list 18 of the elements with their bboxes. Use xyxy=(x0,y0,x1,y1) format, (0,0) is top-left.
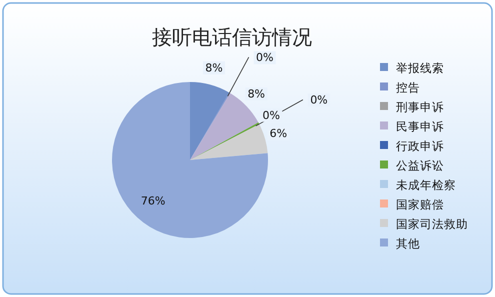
legend-label: 行政申诉 xyxy=(396,139,444,153)
legend-label: 刑事申诉 xyxy=(396,100,444,114)
data-label: 0% xyxy=(262,108,280,122)
data-label: 8% xyxy=(248,87,266,100)
legend-label: 控告 xyxy=(396,80,420,94)
legend-label: 举报线索 xyxy=(396,61,444,75)
data-label: 8% xyxy=(205,61,223,74)
legend-label: 国家司法救助 xyxy=(396,217,468,231)
data-label: 76% xyxy=(140,194,166,208)
text: 0% xyxy=(310,94,328,107)
data-label: 6% xyxy=(270,127,288,140)
chart-title: 接听电话信访情况 xyxy=(152,25,312,49)
legend-label: 民事申诉 xyxy=(396,120,444,134)
data-label: 0% xyxy=(256,51,274,64)
legend-label: 其他 xyxy=(396,236,420,250)
legend-label: 公益诉讼 xyxy=(396,158,444,172)
legend-label: 国家赔偿 xyxy=(396,198,444,212)
legend-label: 未成年检察 xyxy=(396,178,456,192)
